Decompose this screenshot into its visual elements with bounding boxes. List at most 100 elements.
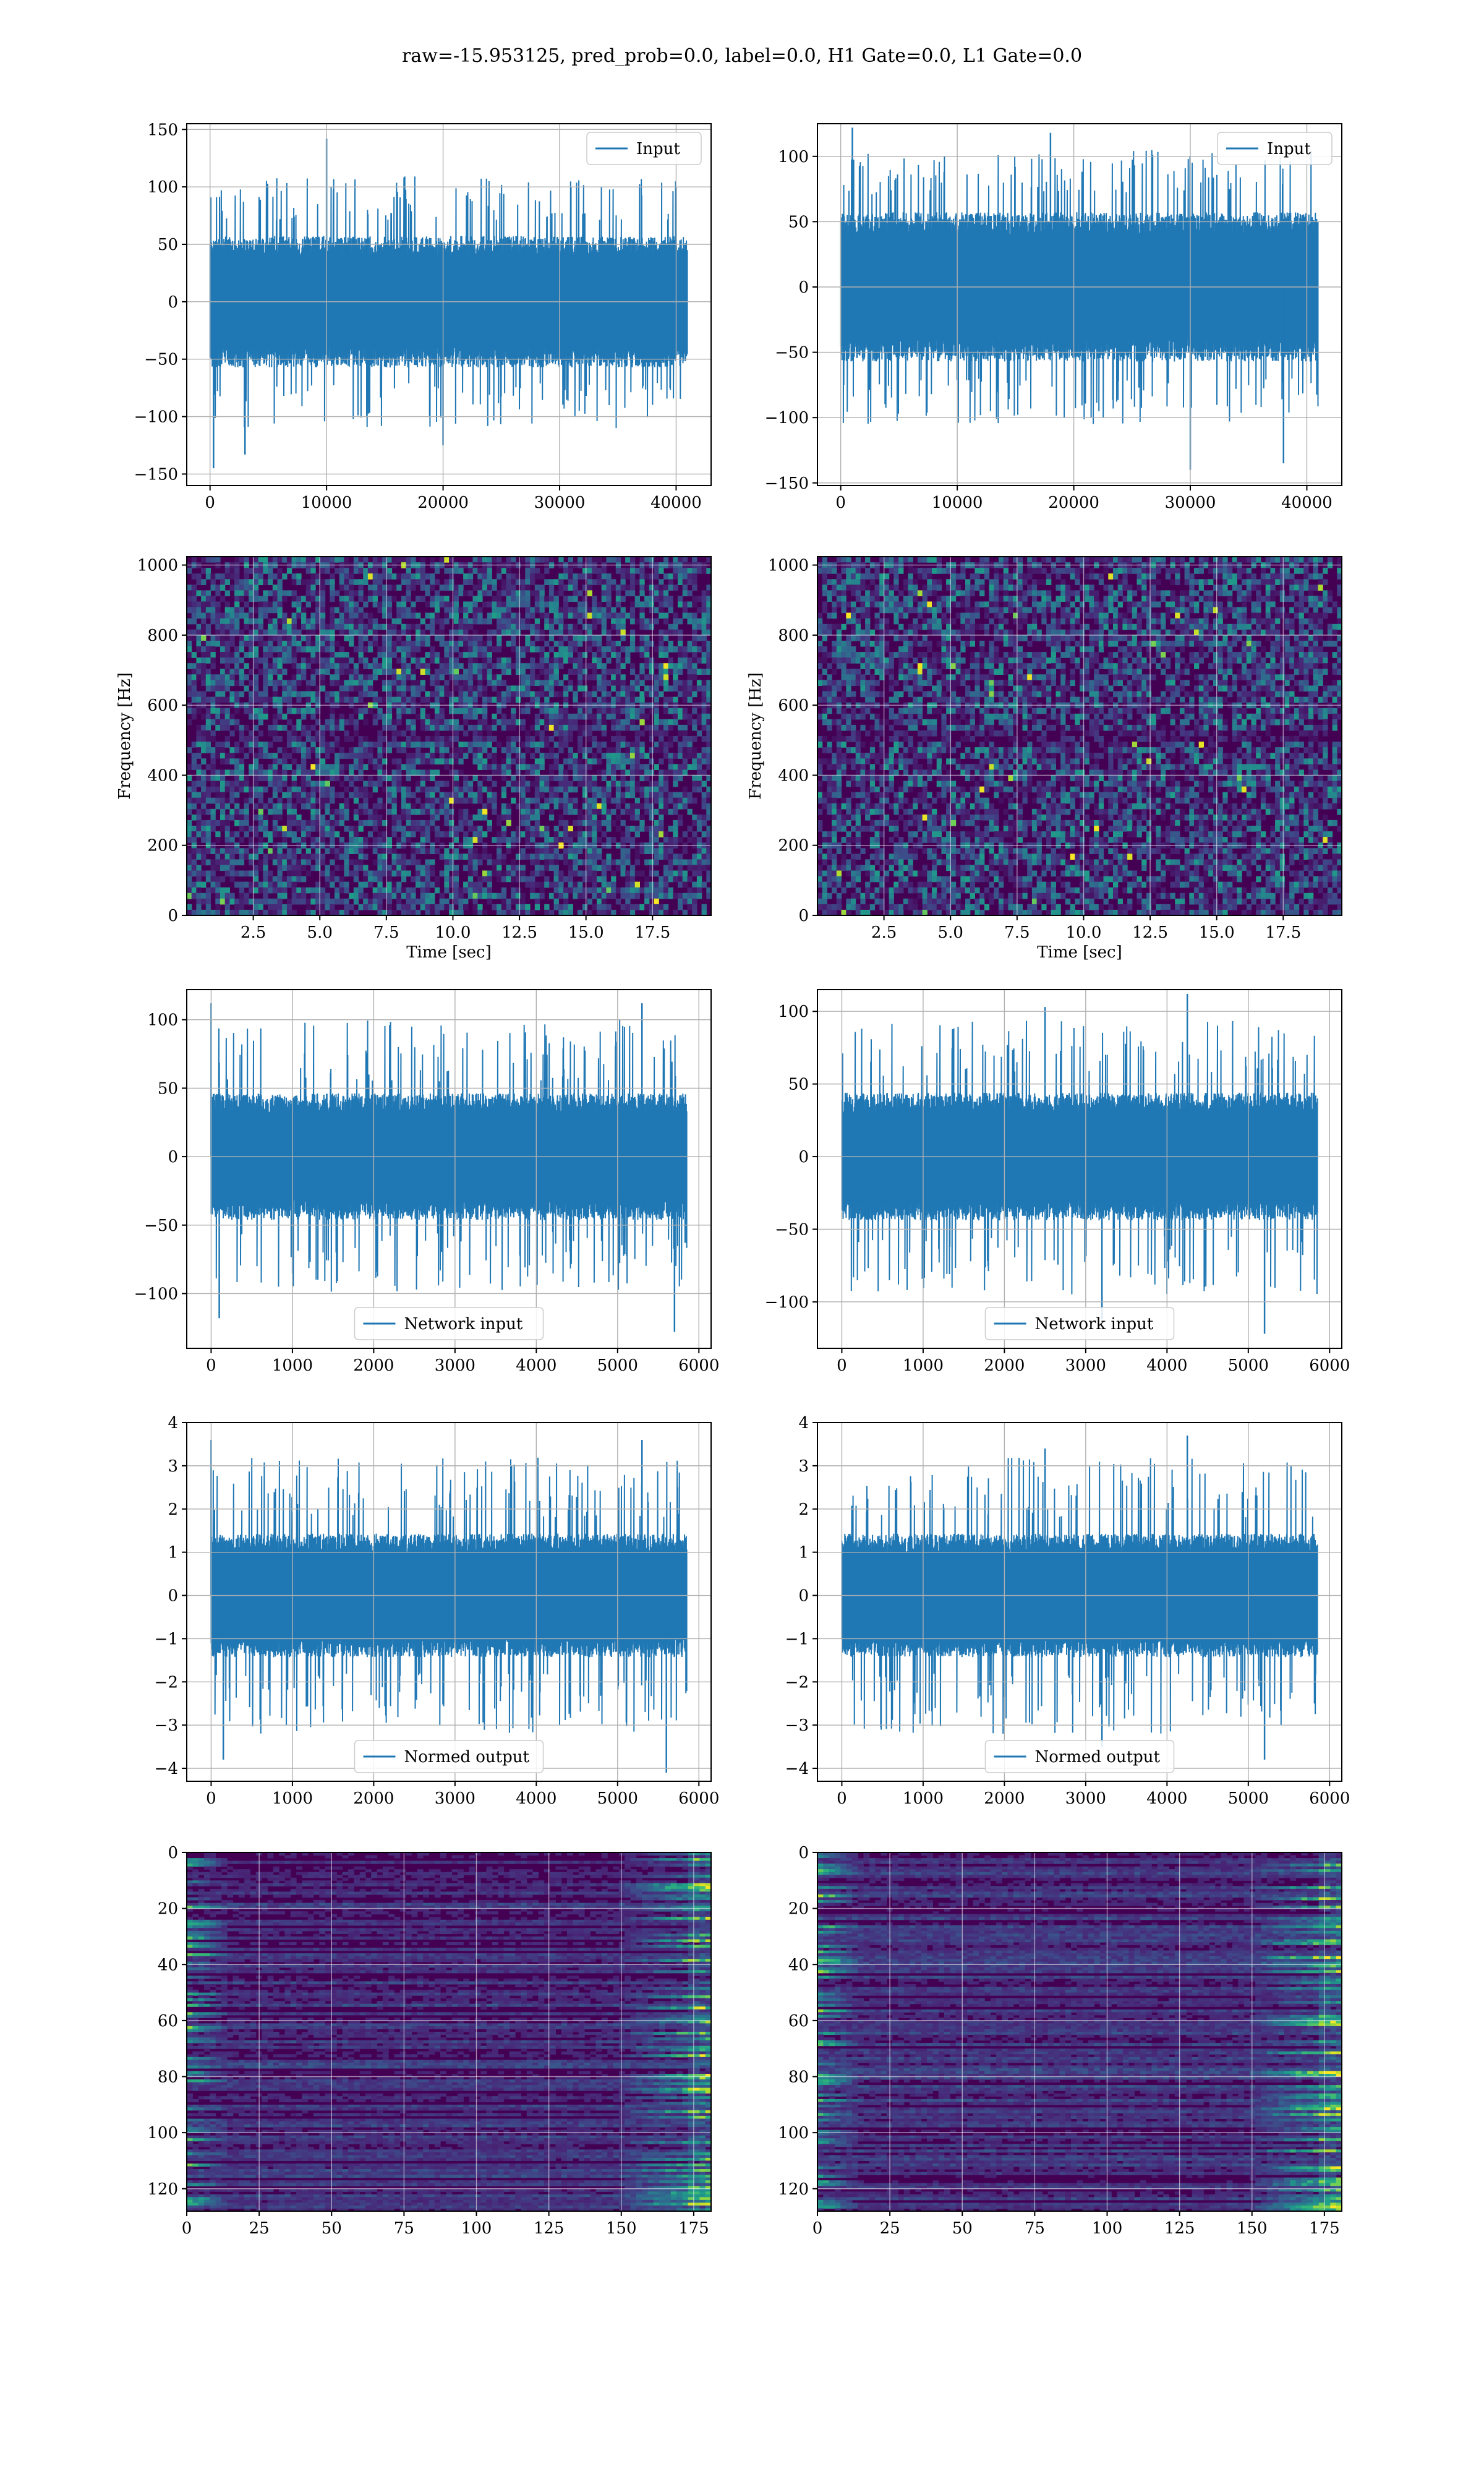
heatmap-cell [286, 904, 292, 910]
heatmap-cell [310, 680, 316, 687]
heatmap-cell [482, 674, 488, 680]
heatmap-cell [553, 831, 559, 837]
heatmap-cell [615, 584, 621, 591]
heatmap-cell [411, 646, 416, 653]
heatmap-cell [325, 808, 330, 815]
heatmap-cell [477, 724, 483, 731]
heatmap-cell [606, 612, 612, 619]
heatmap-cell [534, 663, 540, 669]
heatmap-cell [673, 775, 678, 782]
heatmap-cell [625, 719, 631, 726]
heatmap-cell [649, 708, 655, 714]
heatmap-cell [406, 736, 411, 742]
heatmap-cell [220, 596, 226, 602]
heatmap-cell [453, 669, 459, 675]
heatmap-cell [253, 814, 259, 821]
heatmap-cell [363, 764, 369, 770]
heatmap-cell [210, 887, 216, 894]
heatmap-cell [501, 814, 507, 821]
heatmap-cell [701, 848, 707, 854]
heatmap-cell [401, 623, 407, 630]
heatmap-cell [353, 808, 359, 815]
heatmap-cell [606, 887, 612, 894]
heatmap-cell [335, 724, 340, 731]
heatmap-cell [396, 557, 402, 563]
heatmap-cell [548, 629, 555, 636]
heatmap-cell [592, 568, 597, 574]
heatmap-cell [258, 612, 263, 619]
heatmap-cell [673, 837, 678, 843]
heatmap-cell [444, 601, 450, 608]
heatmap-cell [463, 708, 469, 714]
heatmap-cell [467, 663, 474, 669]
heatmap-cell [191, 909, 197, 915]
heatmap-cell [515, 803, 521, 810]
heatmap-cell [477, 814, 483, 821]
heatmap-cell [272, 663, 278, 669]
heatmap-cell [482, 713, 488, 720]
heatmap-cell [310, 781, 316, 787]
heatmap-cell [187, 584, 192, 591]
heatmap-cell [344, 557, 349, 563]
heatmap-cell [525, 640, 531, 647]
heatmap-cell [678, 797, 683, 804]
heatmap-cell [325, 568, 330, 574]
heatmap-cell [406, 909, 411, 915]
heatmap-cell [372, 887, 378, 894]
heatmap-cell [644, 764, 650, 770]
heatmap-cell [201, 612, 207, 619]
heatmap-cell [215, 719, 221, 726]
heatmap-cell [386, 640, 393, 647]
heatmap-cell [220, 848, 226, 854]
heatmap-cell [220, 803, 226, 810]
heatmap-cell [520, 674, 526, 680]
heatmap-cell [224, 870, 230, 877]
heatmap-cell [215, 837, 221, 843]
heatmap-cell [639, 730, 645, 737]
heatmap-cell [244, 557, 249, 563]
heatmap-cell [472, 870, 478, 877]
heatmap-cell [320, 629, 326, 636]
heatmap-cell [263, 680, 268, 687]
heatmap-cell [597, 820, 602, 826]
heatmap-cell [249, 579, 254, 585]
heatmap-cell [363, 557, 369, 563]
heatmap-cell [463, 623, 469, 630]
heatmap-cell [320, 769, 326, 776]
heatmap-cell [654, 870, 659, 877]
heatmap-cell [234, 792, 240, 798]
heatmap-cell [534, 881, 540, 888]
heatmap-cell [482, 708, 488, 714]
heatmap-cell [411, 669, 416, 675]
heatmap-cell [553, 730, 559, 737]
heatmap-cell [291, 870, 297, 877]
heatmap-cell [682, 612, 688, 619]
heatmap-cell [511, 859, 516, 866]
heatmap-cell [349, 753, 354, 759]
heatmap-cell [224, 898, 230, 905]
heatmap-cell [548, 769, 555, 776]
heatmap-cell [668, 837, 673, 843]
heatmap-cell [701, 758, 707, 764]
heatmap-cell [563, 652, 569, 658]
heatmap-cell [453, 730, 459, 737]
heatmap-cell [463, 865, 469, 871]
heatmap-cell [453, 640, 459, 647]
heatmap-cell [525, 764, 531, 770]
heatmap-cell [597, 837, 602, 843]
heatmap-cell [582, 769, 588, 776]
heatmap-cell [687, 742, 693, 748]
heatmap-cell [335, 892, 340, 899]
heatmap-cell [563, 657, 569, 664]
heatmap-cell [301, 775, 307, 782]
heatmap-cell [578, 590, 583, 597]
heatmap-cell [506, 573, 511, 580]
heatmap-cell [492, 859, 497, 866]
heatmap-cell [372, 674, 378, 680]
heatmap-cell [553, 892, 559, 899]
heatmap-cell [263, 876, 268, 883]
heatmap-cell [201, 854, 207, 860]
heatmap-cell [305, 909, 311, 915]
heatmap-cell [282, 618, 288, 625]
heatmap-cell [286, 629, 292, 636]
